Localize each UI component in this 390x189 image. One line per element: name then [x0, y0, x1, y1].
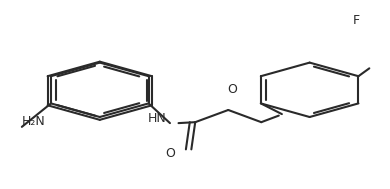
- Text: O: O: [227, 83, 237, 96]
- Text: HN: HN: [147, 112, 167, 125]
- Text: H₂N: H₂N: [22, 115, 46, 128]
- Text: F: F: [353, 14, 360, 27]
- Text: O: O: [165, 147, 175, 160]
